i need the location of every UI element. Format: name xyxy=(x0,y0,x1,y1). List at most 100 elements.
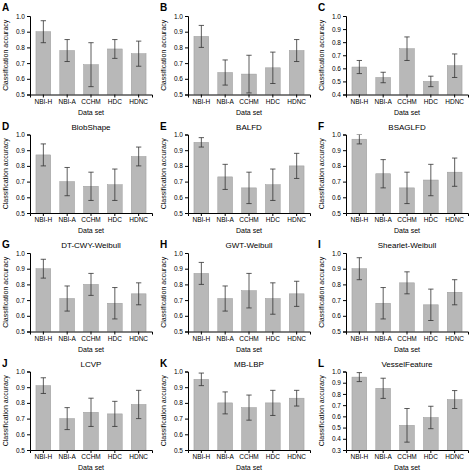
y-tick: 0.9 xyxy=(174,147,188,154)
x-axis-label: Data set xyxy=(78,346,104,353)
y-tick: 0.7 xyxy=(174,297,188,304)
y-tick: 0.7 xyxy=(16,178,30,185)
error-bar xyxy=(404,37,409,61)
y-tick-mark xyxy=(343,428,346,429)
y-tick-label: 0.8 xyxy=(332,391,341,398)
x-axis-label: Data set xyxy=(236,346,262,353)
x-tick-label: NBI-A xyxy=(59,453,77,460)
x-tick: CCHM xyxy=(81,450,101,460)
y-tick: 0.8 xyxy=(332,162,346,169)
y-tick-mark xyxy=(27,150,30,151)
y-axis-label: Classification accuracy xyxy=(2,138,10,210)
y-tick-mark xyxy=(343,135,346,136)
bar xyxy=(352,139,367,213)
error-bar xyxy=(246,273,251,308)
y-axis: 0.30.40.50.60.70.80.91.0 xyxy=(332,368,347,454)
error-bar xyxy=(88,398,93,426)
y-tick-label: 0.5 xyxy=(16,447,25,454)
x-tick-label: HDC xyxy=(424,453,438,460)
axis-line xyxy=(343,17,347,96)
y-tick-label: 0.6 xyxy=(174,312,183,319)
y-tick: 0.8 xyxy=(332,281,346,288)
y-tick-mark xyxy=(343,42,346,43)
panel-label: E xyxy=(160,121,167,132)
error-bar xyxy=(65,167,70,195)
x-tick-label: NBI-H xyxy=(350,335,368,342)
y-tick-mark xyxy=(343,150,346,151)
y-tick-label: 1.0 xyxy=(174,250,183,257)
y-tick-mark xyxy=(27,316,30,317)
y-tick: 0.8 xyxy=(16,162,30,169)
x-tick-label: NBI-H xyxy=(350,453,368,460)
x-axis: NBI-HNBI-ACCHMHDCHDNC xyxy=(189,332,311,342)
y-tick-label: 0.7 xyxy=(174,415,183,422)
x-tick-label: HDC xyxy=(108,335,122,342)
error-bar xyxy=(112,169,117,200)
x-tick: NBI-H xyxy=(192,450,210,460)
y-tick: 1.0 xyxy=(16,131,30,138)
axis-line xyxy=(27,17,31,96)
x-tick: NBI-A xyxy=(217,95,235,105)
x-tick: NBI-A xyxy=(375,450,393,460)
y-tick-label: 0.8 xyxy=(16,281,25,288)
error-bar xyxy=(270,52,275,83)
y-tick-label: 0.7 xyxy=(16,297,25,304)
x-tick: CCHM xyxy=(239,95,259,105)
error-bar xyxy=(357,258,362,280)
y-tick-mark xyxy=(185,450,188,451)
y-axis-label: Classification accuracy xyxy=(160,256,168,328)
y-tick-label: 0.9 xyxy=(174,265,183,272)
y-tick-label: 0.4 xyxy=(332,91,341,98)
y-tick-label: 0.5 xyxy=(174,447,183,454)
x-axis-label: Data set xyxy=(236,227,262,234)
y-tick: 0.6 xyxy=(16,431,30,438)
x-tick-label: HDC xyxy=(108,453,122,460)
y-tick: 0.8 xyxy=(174,44,188,51)
y-tick-label: 0.9 xyxy=(174,384,183,391)
title: BSAGLFD xyxy=(388,123,426,132)
axis-line xyxy=(185,135,189,214)
y-tick: 0.7 xyxy=(174,60,188,67)
x-axis-label: Data set xyxy=(236,109,262,116)
x-tick-label: HDNC xyxy=(129,98,148,105)
y-tick: 0.6 xyxy=(174,431,188,438)
y-tick-label: 0.6 xyxy=(332,65,341,72)
y-tick-label: 0.7 xyxy=(332,402,341,409)
x-tick-label: CCHM xyxy=(239,216,259,223)
y-tick-mark xyxy=(343,372,346,373)
y-tick-mark xyxy=(185,403,188,404)
panel-label: C xyxy=(318,2,325,13)
y-tick: 0.8 xyxy=(16,44,30,51)
panel: 0.50.60.70.80.91.0NBI-HNBI-ACCHMHDCHDNCM… xyxy=(160,360,311,474)
y-tick-label: 0.7 xyxy=(16,178,25,185)
y-tick-mark xyxy=(27,387,30,388)
error-bar xyxy=(199,138,204,147)
y-tick-mark xyxy=(27,63,30,64)
y-tick-mark xyxy=(185,79,188,80)
error-bar xyxy=(381,288,386,319)
x-tick: NBI-A xyxy=(59,213,77,223)
title: GWT-Weibull xyxy=(226,241,273,250)
y-tick-label: 0.9 xyxy=(332,26,341,33)
x-axis: NBI-HNBI-ACCHMHDCHDNC xyxy=(189,450,311,460)
y-tick-mark xyxy=(343,55,346,56)
y-axis-label: Classification accuracy xyxy=(160,138,168,210)
x-tick: HDC xyxy=(108,332,122,342)
y-tick-mark xyxy=(343,439,346,440)
x-tick: HDNC xyxy=(287,450,306,460)
x-tick-label: HDC xyxy=(266,335,280,342)
panel: 0.50.60.70.80.91.0NBI-HNBI-ACCHMHDCHDNCB… xyxy=(318,123,469,292)
x-tick: HDNC xyxy=(287,332,306,342)
y-tick-label: 1.0 xyxy=(332,250,341,257)
error-bar xyxy=(404,272,409,294)
error-bar xyxy=(112,288,117,319)
y-tick-mark xyxy=(27,166,30,167)
y-tick-label: 0.8 xyxy=(174,281,183,288)
title: BALFD xyxy=(236,123,262,132)
x-tick-label: NBI-H xyxy=(34,453,52,460)
x-tick-label: NBI-A xyxy=(59,335,77,342)
y-tick-mark xyxy=(343,284,346,285)
x-tick-label: HDNC xyxy=(129,216,148,223)
error-bar xyxy=(294,153,299,178)
x-axis-label: Data set xyxy=(78,464,104,471)
